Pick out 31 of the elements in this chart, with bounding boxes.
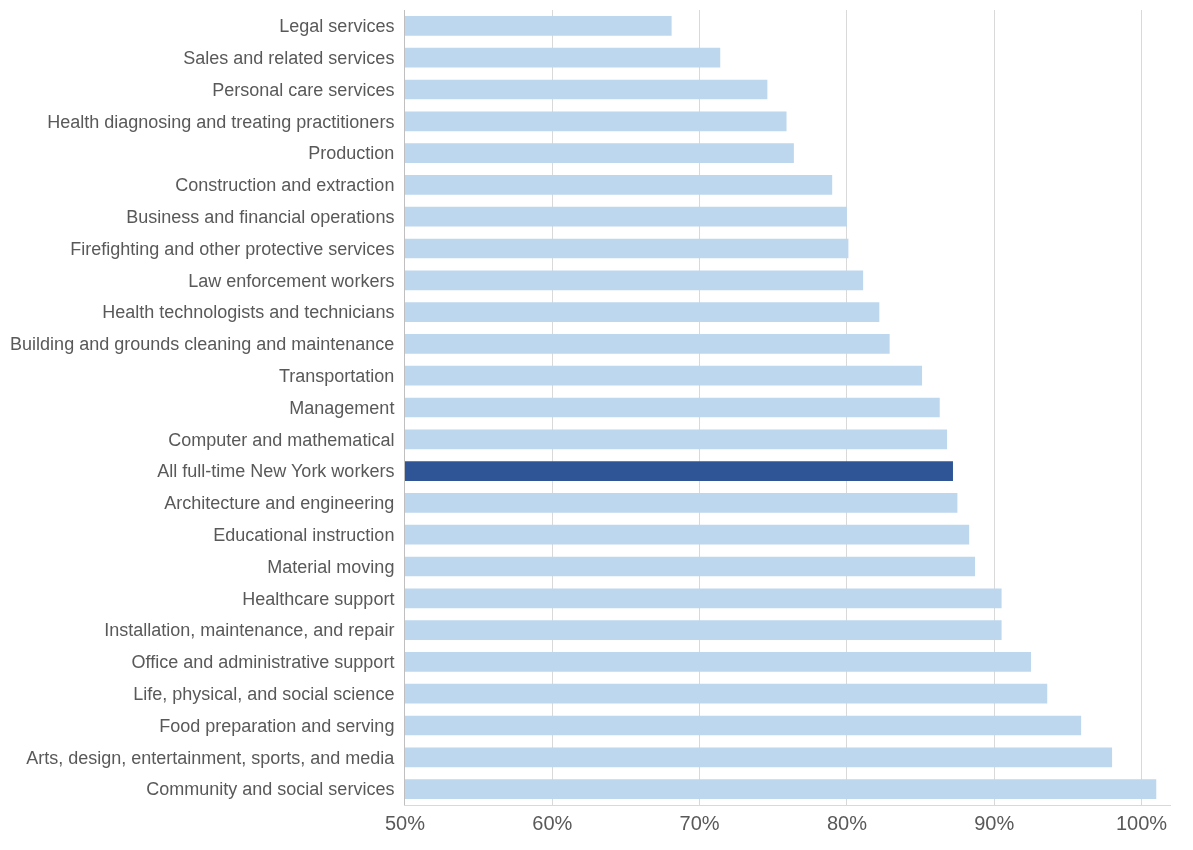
y-tick-label: Installation, maintenance, and repair — [104, 620, 395, 641]
y-tick-label: Management — [289, 397, 395, 418]
y-tick-label: Health diagnosing and treating practitioners — [47, 111, 395, 132]
y-tick-label: Business and financial operations — [126, 207, 395, 227]
y-tick-label: Healthcare support — [242, 588, 395, 609]
y-tick-label: Personal care services — [212, 79, 395, 100]
y-tick-label: Law enforcement workers — [188, 270, 395, 291]
y-tick-label: Production — [308, 143, 395, 164]
y-tick-label: Arts, design, entertainment, sports, and media — [26, 747, 396, 768]
y-tick-label: Life, physical, and social science — [133, 684, 395, 704]
y-tick-label: Firefighting and other protective services — [70, 238, 395, 259]
y-tick-label: Food preparation and serving — [159, 715, 395, 736]
y-tick-label: Community and social services — [146, 779, 395, 800]
y-tick-label: Educational instruction — [213, 525, 395, 545]
y-tick-label: Transportation — [278, 366, 395, 386]
y-tick-label: Sales and related services — [183, 48, 395, 68]
y-tick-label: Material moving — [267, 556, 395, 577]
x-tick-label: 60% — [532, 812, 573, 834]
x-tick-label: 100% — [1115, 812, 1168, 834]
y-tick-label: Architecture and engineering — [164, 493, 395, 514]
y-tick-label: Building and grounds cleaning and maintenance — [10, 334, 395, 355]
y-tick-label: Construction and extraction — [175, 175, 395, 196]
y-tick-label: Office and administrative support — [131, 652, 395, 673]
y-tick-label: Health technologists and technicians — [102, 302, 395, 323]
x-tick-label: 80% — [826, 812, 868, 834]
y-tick-label: All full-time New York workers — [157, 461, 395, 482]
y-tick-label: Legal services — [279, 16, 395, 37]
y-tick-label: Computer and mathematical — [168, 429, 395, 450]
x-tick-label: 90% — [974, 812, 1015, 834]
x-tick-label: 70% — [679, 812, 720, 834]
x-tick-label: 50% — [384, 812, 426, 834]
